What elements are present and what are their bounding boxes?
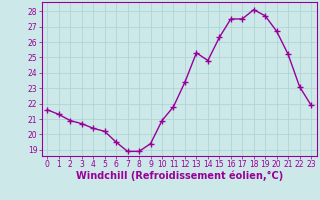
X-axis label: Windchill (Refroidissement éolien,°C): Windchill (Refroidissement éolien,°C) — [76, 171, 283, 181]
